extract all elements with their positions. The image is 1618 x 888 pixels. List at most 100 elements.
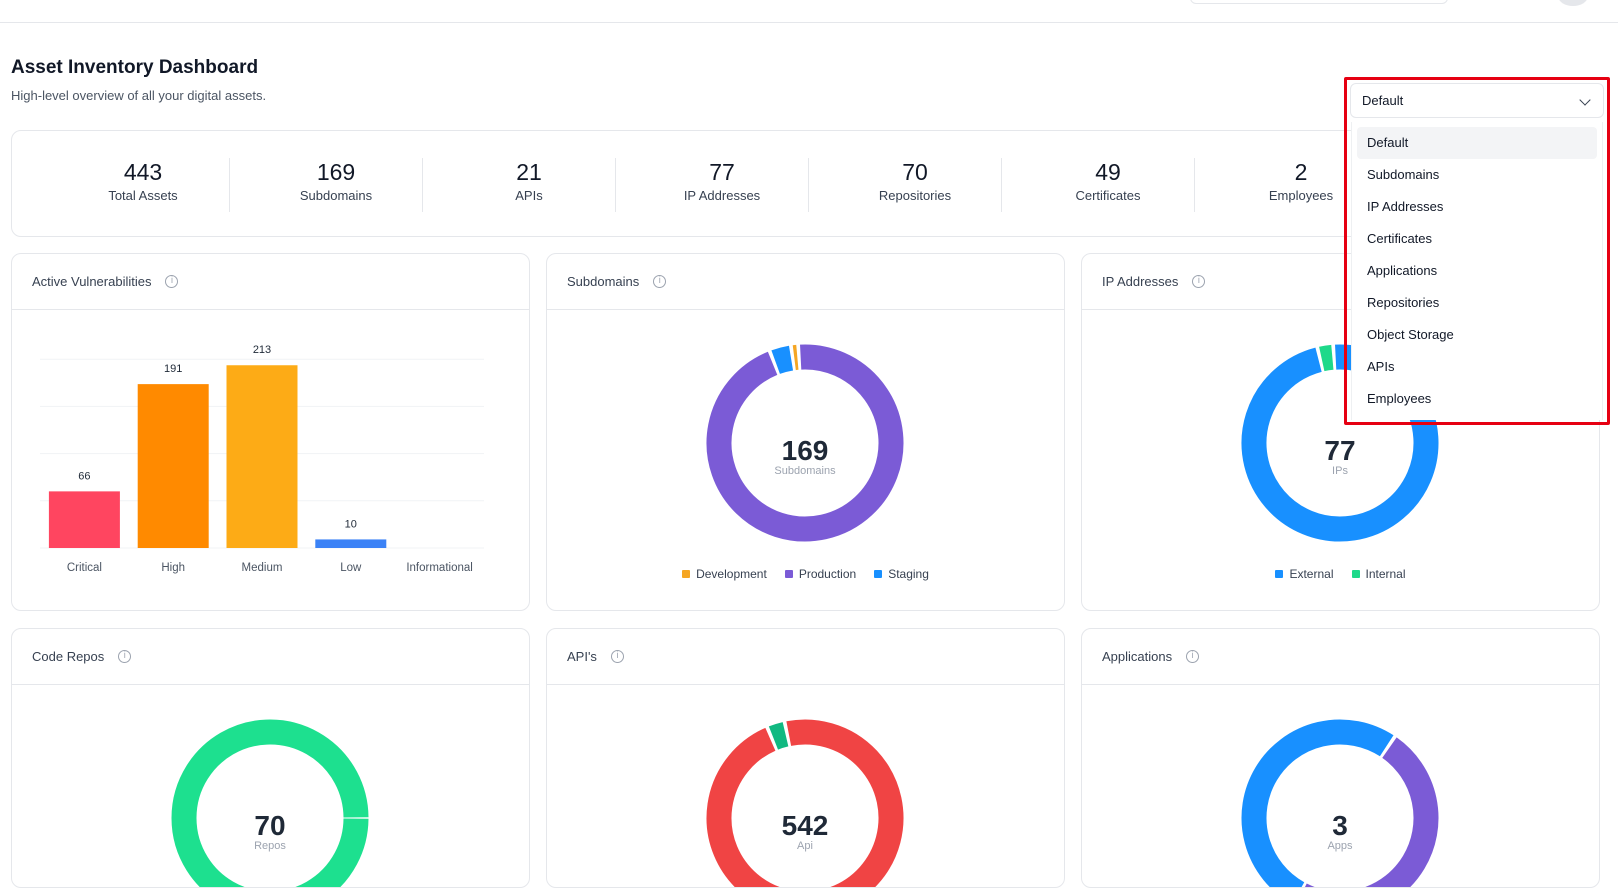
chevron-down-icon bbox=[1579, 94, 1590, 105]
x-tick-label: Informational bbox=[406, 562, 472, 574]
divider bbox=[808, 158, 809, 212]
menu-item-employees[interactable]: Employees bbox=[1357, 383, 1597, 415]
menu-item-repositories[interactable]: Repositories bbox=[1357, 287, 1597, 319]
legend-label: External bbox=[1289, 567, 1333, 581]
panel-header: Code Repos bbox=[12, 629, 529, 685]
donut-slice-app-1[interactable] bbox=[1254, 732, 1387, 888]
menu-item-default[interactable]: Default bbox=[1357, 127, 1597, 159]
bar-critical[interactable] bbox=[49, 491, 120, 548]
info-icon[interactable] bbox=[118, 650, 131, 663]
apis-donut-chart: 542 Api bbox=[547, 685, 1064, 888]
stat-repositories: 70 Repositories bbox=[822, 159, 1008, 203]
info-icon[interactable] bbox=[165, 275, 178, 288]
panel-header: API's bbox=[547, 629, 1064, 685]
top-bar bbox=[0, 0, 1618, 23]
legend-label: Internal bbox=[1366, 567, 1406, 581]
bar-data-label: 213 bbox=[253, 344, 271, 356]
panel-title: Subdomains bbox=[567, 274, 639, 289]
info-icon[interactable] bbox=[611, 650, 624, 663]
bar-data-label: 10 bbox=[345, 518, 357, 530]
donut-center-label: Subdomains bbox=[774, 465, 836, 477]
chart-legend: Development Production Staging bbox=[547, 567, 1064, 581]
menu-item-object-storage[interactable]: Object Storage bbox=[1357, 319, 1597, 351]
x-tick-label: Critical bbox=[67, 562, 102, 574]
panel-title: Code Repos bbox=[32, 649, 104, 664]
global-search-input[interactable] bbox=[1190, 0, 1448, 4]
avatar[interactable] bbox=[1558, 0, 1588, 6]
asset-filter-dropdown-highlight: Default Default Subdomains IP Addresses … bbox=[1344, 77, 1610, 425]
info-icon[interactable] bbox=[1192, 275, 1205, 288]
select-value: Default bbox=[1362, 93, 1403, 108]
code-repos-donut-chart: 70 Repos bbox=[12, 685, 529, 888]
panel-title: IP Addresses bbox=[1102, 274, 1178, 289]
stat-value: 49 bbox=[1015, 159, 1201, 185]
donut-center-label: Repos bbox=[254, 840, 286, 852]
subdomains-panel: Subdomains 169 Subdomains Development Pr… bbox=[546, 253, 1065, 611]
stat-total-assets: 443 Total Assets bbox=[50, 159, 236, 203]
donut-slice-api-b[interactable] bbox=[773, 734, 785, 738]
menu-item-applications[interactable]: Applications bbox=[1357, 255, 1597, 287]
asset-filter-select[interactable]: Default bbox=[1350, 83, 1604, 118]
info-icon[interactable] bbox=[1186, 650, 1199, 663]
asset-filter-menu: Default Subdomains IP Addresses Certific… bbox=[1351, 122, 1603, 420]
legend-item[interactable]: Internal bbox=[1352, 567, 1406, 581]
x-tick-label: Low bbox=[340, 562, 362, 574]
menu-item-ip-addresses[interactable]: IP Addresses bbox=[1357, 191, 1597, 223]
stat-certificates: 49 Certificates bbox=[1015, 159, 1201, 203]
applications-panel: Applications 3 Apps bbox=[1081, 628, 1600, 888]
menu-item-subdomains[interactable]: Subdomains bbox=[1357, 159, 1597, 191]
divider bbox=[422, 158, 423, 212]
bar-medium[interactable] bbox=[227, 365, 298, 548]
legend-swatch bbox=[682, 570, 690, 578]
legend-item[interactable]: Staging bbox=[874, 567, 929, 581]
donut-slice-internal[interactable] bbox=[1322, 357, 1333, 359]
legend-swatch bbox=[1275, 570, 1283, 578]
donut-center-value: 169 bbox=[782, 435, 829, 466]
legend-item[interactable]: External bbox=[1275, 567, 1333, 581]
x-tick-label: Medium bbox=[242, 562, 283, 574]
legend-label: Staging bbox=[888, 567, 929, 581]
stat-label: Total Assets bbox=[50, 188, 236, 203]
stat-label: APIs bbox=[436, 188, 622, 203]
stat-value: 21 bbox=[436, 159, 622, 185]
legend-swatch bbox=[1352, 570, 1360, 578]
stat-label: Repositories bbox=[822, 188, 1008, 203]
divider bbox=[229, 158, 230, 212]
apis-panel: API's 542 Api bbox=[546, 628, 1065, 888]
donut-center-label: Api bbox=[797, 840, 813, 852]
stat-subdomains: 169 Subdomains bbox=[243, 159, 429, 203]
info-icon[interactable] bbox=[653, 275, 666, 288]
subdomains-donut-chart: 169 Subdomains bbox=[547, 310, 1064, 610]
code-repos-panel: Code Repos 70 Repos bbox=[11, 628, 530, 888]
stat-value: 443 bbox=[50, 159, 236, 185]
vulnerabilities-panel: Active Vulnerabilities 66Critical191High… bbox=[11, 253, 530, 611]
stat-label: IP Addresses bbox=[629, 188, 815, 203]
menu-item-certificates[interactable]: Certificates bbox=[1357, 223, 1597, 255]
donut-center-value: 77 bbox=[1324, 435, 1355, 466]
divider bbox=[615, 158, 616, 212]
donut-slice-app-2[interactable] bbox=[1301, 748, 1426, 888]
panel-header: Applications bbox=[1082, 629, 1599, 685]
bar-low[interactable] bbox=[315, 539, 386, 548]
divider bbox=[1001, 158, 1002, 212]
bar-high[interactable] bbox=[138, 384, 209, 548]
donut-center-value: 70 bbox=[254, 810, 285, 841]
legend-item[interactable]: Development bbox=[682, 567, 767, 581]
legend-item[interactable]: Production bbox=[785, 567, 856, 581]
menu-item-apis[interactable]: APIs bbox=[1357, 351, 1597, 383]
stat-apis: 21 APIs bbox=[436, 159, 622, 203]
stat-ip-addresses: 77 IP Addresses bbox=[629, 159, 815, 203]
panel-header: Active Vulnerabilities bbox=[12, 254, 529, 310]
panel-title: Applications bbox=[1102, 649, 1172, 664]
donut-center-label: Apps bbox=[1327, 840, 1353, 852]
legend-label: Production bbox=[799, 567, 856, 581]
donut-center-value: 542 bbox=[782, 810, 829, 841]
panel-title: API's bbox=[567, 649, 597, 664]
chart-legend: External Internal bbox=[1082, 567, 1599, 581]
stat-label: Subdomains bbox=[243, 188, 429, 203]
page-title: Asset Inventory Dashboard bbox=[11, 57, 258, 79]
stat-value: 77 bbox=[629, 159, 815, 185]
stat-label: Certificates bbox=[1015, 188, 1201, 203]
stat-value: 169 bbox=[243, 159, 429, 185]
donut-slice-staging[interactable] bbox=[776, 358, 791, 362]
